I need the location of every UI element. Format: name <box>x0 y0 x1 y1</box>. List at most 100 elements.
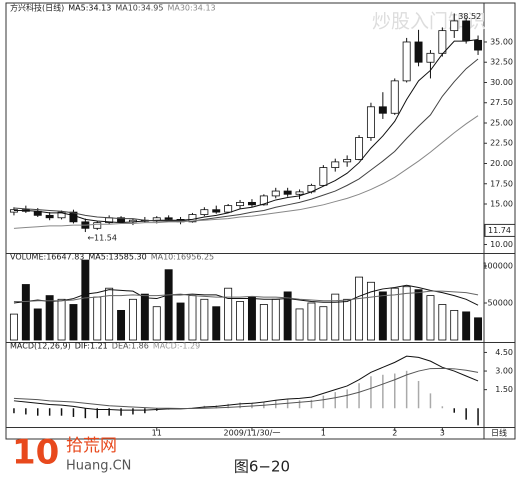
candle-body <box>45 214 54 219</box>
volume-bar <box>212 306 221 341</box>
volume-bar <box>450 309 459 341</box>
y-tick-label: 3.00 <box>495 367 513 376</box>
y-tick-label: 30.00 <box>490 78 513 87</box>
y-tick-label: 50000 <box>488 298 513 307</box>
candle-body <box>271 190 280 197</box>
legend-entry: MA5:13585.30 <box>88 253 146 262</box>
legend-entry: MA10:34.95 <box>115 4 163 13</box>
candle-body <box>259 195 268 206</box>
y-tick-label: 15.00 <box>490 200 513 209</box>
volume-bar <box>9 313 18 341</box>
volume-bar <box>45 295 54 341</box>
volume-bar <box>414 289 423 341</box>
volume-bar <box>105 287 114 341</box>
candle-body <box>57 211 66 219</box>
y-tick-label: 32.50 <box>490 58 513 67</box>
candle-body <box>283 190 292 195</box>
candle-body <box>366 106 375 138</box>
y-tick-label: 100000 <box>482 261 513 270</box>
frame <box>5 2 516 440</box>
panel-title: VOLUME:16647.83 <box>10 253 84 262</box>
x-tick-label: 1 <box>321 429 326 438</box>
volume-bar <box>378 291 387 341</box>
candle-body <box>474 39 483 51</box>
y-tick-label: 22.50 <box>490 139 513 148</box>
candle-body <box>331 161 340 168</box>
candle-body <box>355 137 364 160</box>
logo-site: Huang.CN <box>66 459 131 474</box>
volume-bar <box>259 304 268 341</box>
candle-body <box>402 41 411 82</box>
volume-bar <box>462 311 471 341</box>
volume-bar <box>355 276 364 341</box>
y-tick-label: 10.00 <box>490 240 513 249</box>
x-tick-label: 11 <box>152 429 162 438</box>
volume-bar <box>57 298 66 341</box>
y-tick-label: 25.00 <box>490 118 513 127</box>
volume-bar <box>164 269 173 341</box>
high-annotation: 38.52 <box>458 12 481 21</box>
series-line <box>13 355 479 411</box>
candle-body <box>295 191 304 195</box>
volume-bar <box>176 302 185 341</box>
candle-body <box>414 41 423 63</box>
logo-number: 10 <box>12 433 59 473</box>
y-tick-label: 17.50 <box>490 179 513 188</box>
volume-bar <box>200 298 209 341</box>
volume-bar <box>21 284 30 341</box>
volume-bar <box>331 293 340 341</box>
logo-name: 拾荒网 <box>66 436 117 456</box>
candle-body <box>236 201 245 207</box>
volume-bar <box>93 296 102 341</box>
panel-title: 方兴科技(日线) <box>10 3 64 13</box>
candle-body <box>462 20 471 41</box>
volume-bar <box>295 308 304 341</box>
volume-bar <box>81 259 90 341</box>
volume-bar <box>402 286 411 341</box>
volume-bar <box>426 295 435 341</box>
volume-bar <box>33 308 42 341</box>
y-tick-label: 35.00 <box>490 37 513 46</box>
volume-bar <box>236 301 245 341</box>
candle-body <box>224 205 233 213</box>
volume-bar <box>319 306 328 341</box>
volume-bar <box>438 304 447 341</box>
candle-body <box>378 106 387 114</box>
series-line <box>13 39 479 224</box>
x-tick-label: 2 <box>392 429 397 438</box>
series-line <box>13 290 479 303</box>
volume-bar <box>366 281 375 341</box>
candle-body <box>212 209 221 213</box>
candle-body <box>247 201 256 206</box>
candle-body <box>93 222 102 229</box>
last-price-box <box>484 223 516 237</box>
candle-body <box>450 20 459 32</box>
series-line <box>13 284 479 306</box>
series-line <box>13 58 479 222</box>
volume-bar <box>69 304 78 341</box>
candle-body <box>426 52 435 63</box>
volume-bar <box>283 291 292 341</box>
volume-bar <box>188 295 197 341</box>
volume-bar <box>390 287 399 341</box>
panel-title: MACD(12,26,9) <box>10 342 71 351</box>
volume-bar <box>307 302 316 341</box>
candle-body <box>117 217 126 223</box>
volume-bar <box>247 296 256 341</box>
caption: 图6−20 <box>234 458 290 476</box>
volume-bar <box>140 293 149 341</box>
legend-entry: MA5:34.13 <box>68 4 111 13</box>
candle-body <box>343 159 352 163</box>
legend-entry: MA30:34.13 <box>167 4 215 13</box>
series-line <box>13 115 479 229</box>
legend-entry: DIF:1.21 <box>75 342 108 351</box>
volume-bar <box>271 298 280 341</box>
candle-body <box>319 167 328 186</box>
candle-body <box>438 30 447 54</box>
candle-body <box>200 209 209 215</box>
y-tick-label: 4.50 <box>495 348 513 357</box>
low-annotation: ←11.54 <box>87 234 117 243</box>
legend-entry: MA10:16956.25 <box>151 253 214 262</box>
series-line <box>13 367 479 410</box>
